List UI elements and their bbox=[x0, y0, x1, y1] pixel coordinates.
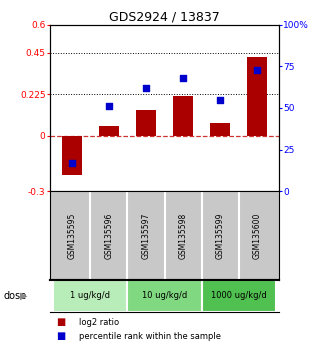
Text: ▶: ▶ bbox=[20, 291, 28, 301]
Text: percentile rank within the sample: percentile rank within the sample bbox=[79, 332, 221, 341]
Point bbox=[255, 67, 260, 73]
Point bbox=[69, 160, 74, 166]
Text: GSM135600: GSM135600 bbox=[253, 212, 262, 259]
Text: dose: dose bbox=[3, 291, 26, 301]
Text: 10 ug/kg/d: 10 ug/kg/d bbox=[142, 291, 187, 300]
Bar bbox=[99, 126, 119, 136]
Text: ■: ■ bbox=[56, 317, 65, 327]
Point bbox=[143, 85, 149, 91]
Text: ■: ■ bbox=[56, 331, 65, 341]
Bar bbox=[202, 280, 275, 312]
Text: GSM135597: GSM135597 bbox=[142, 212, 151, 259]
Bar bbox=[127, 280, 202, 312]
Bar bbox=[173, 96, 193, 136]
Text: GSM135596: GSM135596 bbox=[104, 212, 114, 259]
Text: 1 ug/kg/d: 1 ug/kg/d bbox=[71, 291, 110, 300]
Bar bbox=[136, 110, 156, 136]
Text: GSM135598: GSM135598 bbox=[178, 212, 187, 258]
Text: log2 ratio: log2 ratio bbox=[79, 318, 119, 327]
Text: GSM135599: GSM135599 bbox=[215, 212, 225, 259]
Point bbox=[217, 97, 222, 103]
Point bbox=[107, 103, 112, 109]
Text: 1000 ug/kg/d: 1000 ug/kg/d bbox=[211, 291, 266, 300]
Bar bbox=[247, 57, 267, 136]
Bar bbox=[210, 123, 230, 136]
Bar bbox=[62, 136, 82, 175]
Title: GDS2924 / 13837: GDS2924 / 13837 bbox=[109, 11, 220, 24]
Bar bbox=[54, 280, 127, 312]
Text: GSM135595: GSM135595 bbox=[67, 212, 76, 259]
Point bbox=[180, 75, 186, 81]
